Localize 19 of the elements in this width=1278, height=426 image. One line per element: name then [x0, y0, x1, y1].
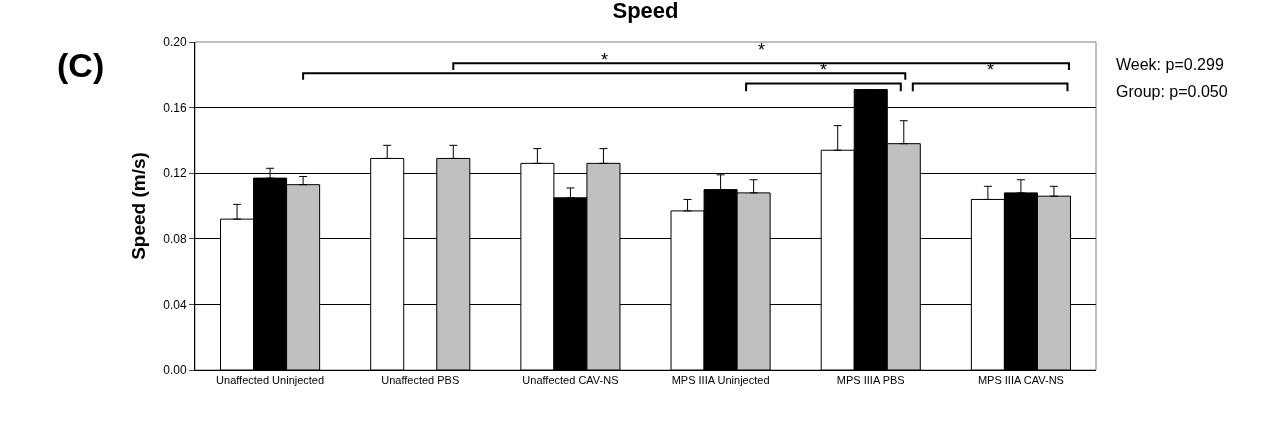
text: (C) [57, 46, 105, 84]
chart-title: Speed [612, 0, 679, 23]
y-tick-label: 0.04 [163, 297, 187, 312]
x-tick-label: Unaffected PBS [381, 374, 460, 387]
x-tick-label: MPS IIIA CAV-NS [977, 374, 1064, 387]
y-tick-label: 0.20 [163, 35, 187, 50]
y-tick-label: 0.00 [163, 363, 187, 378]
y-tick-label: 0.12 [163, 166, 187, 181]
x-tick-label: MPS IIIA PBS [836, 374, 905, 387]
y-tick-label: 0.08 [163, 232, 187, 246]
x-tick-label: MPS IIIA Uninjected [671, 374, 770, 387]
x-tick-label: Unaffected Uninjected [216, 374, 325, 387]
x-tick-label: Unaffected CAV-NS [522, 374, 619, 387]
text: Group: p=0.050 [1116, 83, 1228, 100]
annotation: * [758, 40, 766, 60]
y-tick-label: 0.16 [163, 100, 187, 115]
annotation: * [601, 50, 609, 70]
y-axis-title: Speed (m/s) [128, 152, 150, 260]
text: Week: p=0.299 [1116, 56, 1224, 73]
